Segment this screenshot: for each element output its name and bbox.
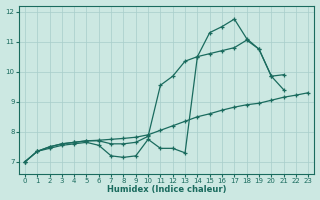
X-axis label: Humidex (Indice chaleur): Humidex (Indice chaleur) (107, 185, 226, 194)
